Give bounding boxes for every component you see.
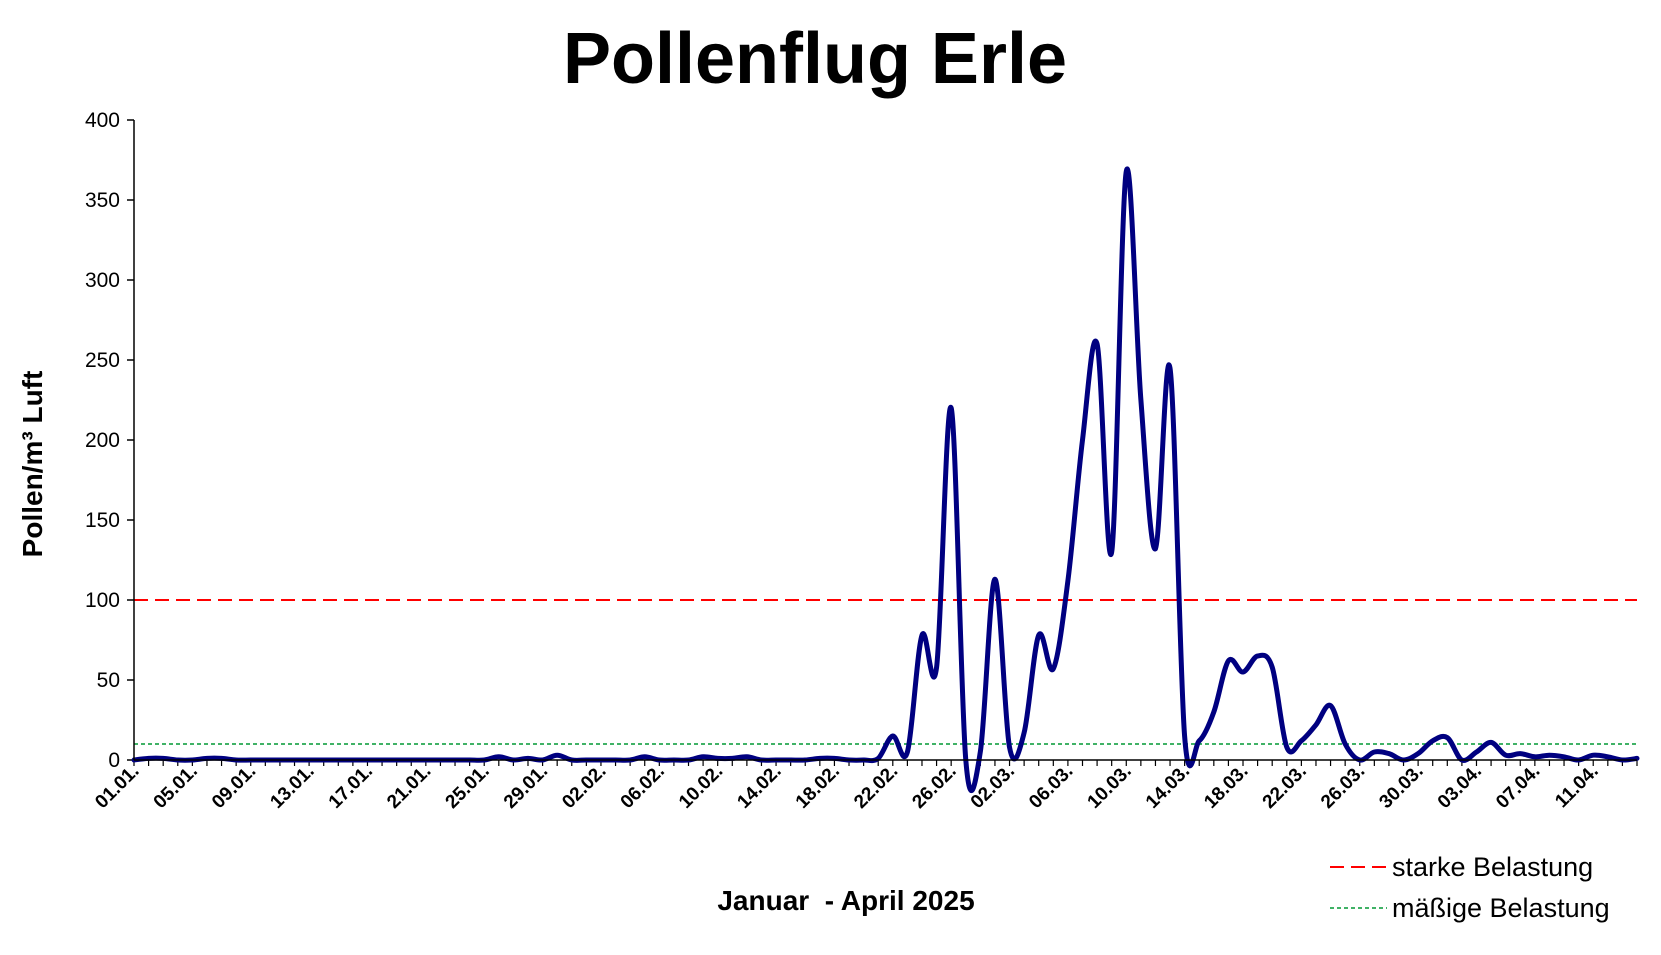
x-tick-label: 06.03. xyxy=(1025,761,1077,813)
chart-title: Pollenflug Erle xyxy=(563,19,1067,99)
y-tick-label: 150 xyxy=(85,509,120,532)
x-tick-label: 02.02. xyxy=(558,761,610,813)
x-tick-label: 09.01. xyxy=(208,761,260,813)
x-tick-label: 06.02. xyxy=(617,761,669,813)
y-tick-label: 100 xyxy=(85,589,120,612)
x-tick-label: 13.01. xyxy=(266,761,318,813)
legend-label: mäßige Belastung xyxy=(1392,893,1610,923)
x-tick-label: 14.02. xyxy=(733,761,785,813)
x-tick-label: 26.02. xyxy=(908,761,960,813)
x-tick-label: 14.03. xyxy=(1142,761,1194,813)
x-tick-label: 05.01. xyxy=(150,761,202,813)
x-tick-label: 17.01. xyxy=(325,761,377,813)
y-tick-labels: 0 50 100 150 200 250 300 350 400 xyxy=(85,109,134,772)
y-tick-label: 50 xyxy=(97,669,120,692)
x-tick-label: 03.04. xyxy=(1434,761,1486,813)
x-tick-label: 22.02. xyxy=(850,761,902,813)
x-tick-label: 07.04. xyxy=(1492,761,1544,813)
legend: starke Belastung mäßige Belastung xyxy=(1330,852,1610,923)
x-tick-label: 18.02. xyxy=(792,761,844,813)
legend-label: starke Belastung xyxy=(1392,852,1593,882)
y-tick-label: 400 xyxy=(85,109,120,132)
x-tick-label: 26.03. xyxy=(1317,761,1369,813)
y-axis-label: Pollen/m³ Luft xyxy=(17,371,48,558)
threshold-lines xyxy=(134,599,1637,745)
y-tick-label: 300 xyxy=(85,269,120,292)
y-tick-label: 250 xyxy=(85,349,120,372)
x-tick-label: 21.01. xyxy=(383,761,435,813)
x-axis-label: Januar - April 2025 xyxy=(717,885,974,916)
x-tick-label: 25.01. xyxy=(442,761,494,813)
x-tick-label: 29.01. xyxy=(500,761,552,813)
y-tick-label: 0 xyxy=(108,749,120,772)
x-tick-labels: 01.01. 05.01. 09.01. 13.01. 17.01. 21.01. 25.0… xyxy=(91,760,1638,813)
series-lines xyxy=(131,166,1640,794)
x-tick-label: 10.02. xyxy=(675,761,727,813)
y-tick-label: 350 xyxy=(85,189,120,212)
x-tick-label: 10.03. xyxy=(1084,761,1136,813)
x-tick-label: 30.03. xyxy=(1375,761,1427,813)
x-tick-label: 11.04. xyxy=(1551,761,1602,812)
series-line-erle xyxy=(131,166,1640,794)
x-tick-label: 18.03. xyxy=(1200,761,1252,813)
x-tick-label: 22.03. xyxy=(1259,761,1311,813)
y-tick-label: 200 xyxy=(85,429,120,452)
